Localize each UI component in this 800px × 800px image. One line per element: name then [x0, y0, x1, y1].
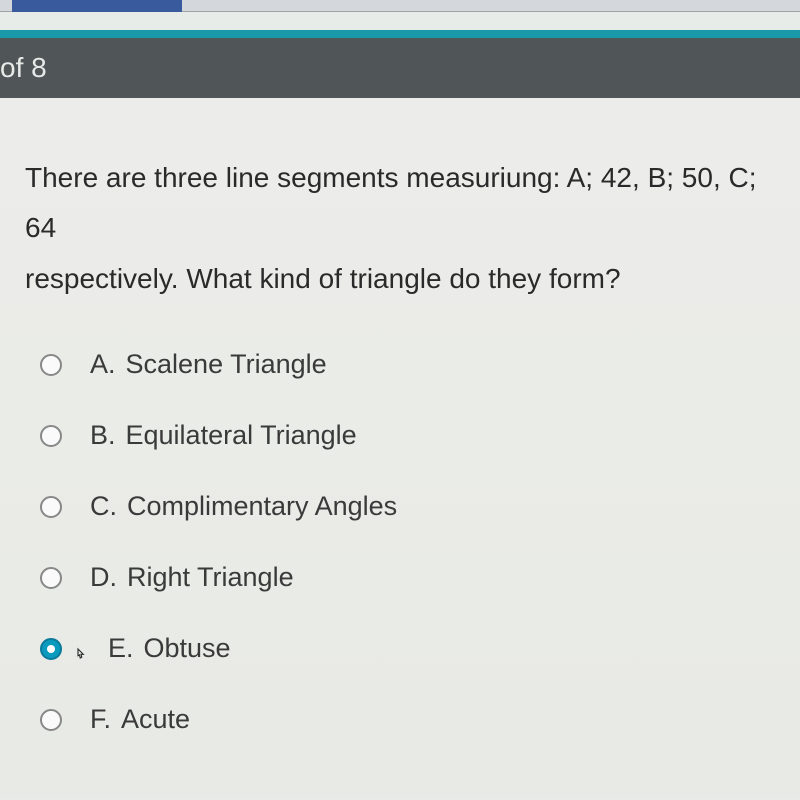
question-text: There are three line segments measuriung…	[25, 153, 775, 304]
teal-divider	[0, 30, 800, 38]
option-d[interactable]: D. Right Triangle	[25, 542, 775, 613]
radio-c[interactable]	[40, 496, 62, 518]
option-text-b: Equilateral Triangle	[126, 420, 357, 451]
top-border	[0, 0, 800, 12]
options-list: A. Scalene Triangle B. Equilateral Trian…	[25, 329, 775, 755]
option-e[interactable]: E. Obtuse	[25, 613, 775, 684]
progress-header: of 8	[0, 38, 800, 98]
option-text-a: Scalene Triangle	[126, 349, 327, 380]
option-text-e: Obtuse	[144, 633, 231, 664]
option-b[interactable]: B. Equilateral Triangle	[25, 400, 775, 471]
option-letter-d: D.	[90, 562, 117, 593]
option-letter-b: B.	[90, 420, 116, 451]
option-a[interactable]: A. Scalene Triangle	[25, 329, 775, 400]
radio-a[interactable]	[40, 354, 62, 376]
question-panel: There are three line segments measuriung…	[0, 98, 800, 798]
option-text-c: Complimentary Angles	[127, 491, 397, 522]
cursor-pointer-icon	[72, 646, 90, 664]
radio-d[interactable]	[40, 567, 62, 589]
option-letter-f: F.	[90, 704, 111, 735]
option-c[interactable]: C. Complimentary Angles	[25, 471, 775, 542]
blue-accent	[12, 0, 182, 12]
progress-counter: of 8	[0, 52, 47, 83]
question-line-2: respectively. What kind of triangle do t…	[25, 254, 775, 304]
option-letter-e: E.	[108, 633, 134, 664]
option-letter-a: A.	[90, 349, 116, 380]
option-letter-c: C.	[90, 491, 117, 522]
radio-e[interactable]	[40, 638, 62, 660]
option-text-f: Acute	[121, 704, 190, 735]
radio-b[interactable]	[40, 425, 62, 447]
question-line-1: There are three line segments measuriung…	[25, 153, 775, 254]
option-text-d: Right Triangle	[127, 562, 294, 593]
radio-f[interactable]	[40, 709, 62, 731]
option-f[interactable]: F. Acute	[25, 684, 775, 755]
